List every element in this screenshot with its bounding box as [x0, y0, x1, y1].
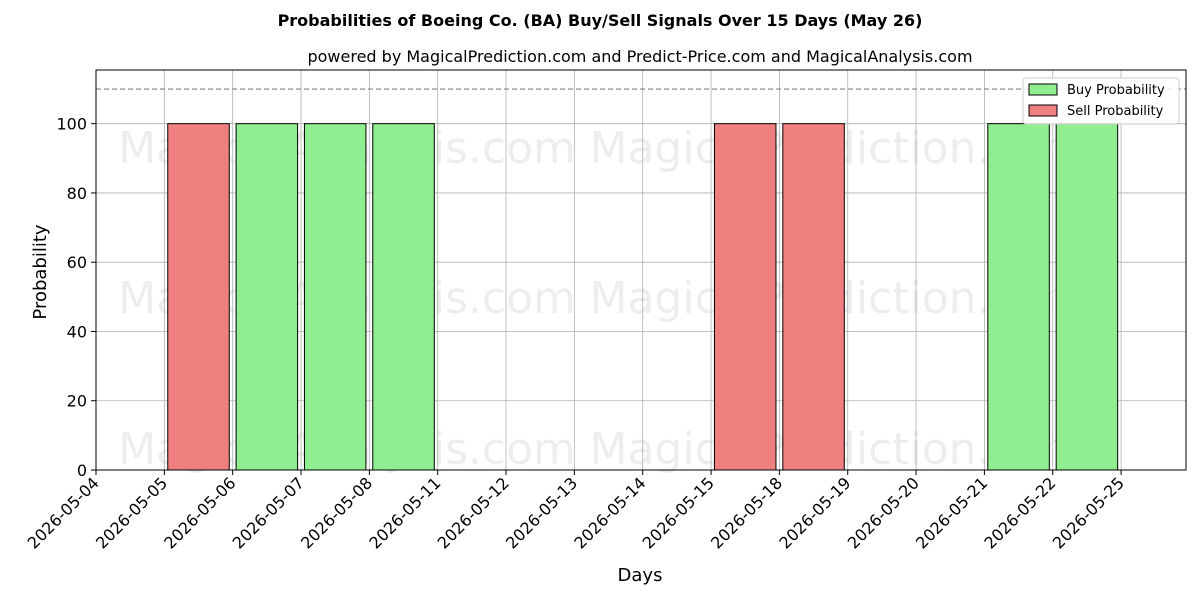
legend-swatch — [1028, 104, 1058, 117]
x-tick-label: 2026-05-22 — [980, 473, 1059, 552]
legend-box — [1022, 77, 1180, 125]
x-tick-label: 2026-05-21 — [912, 473, 991, 552]
buy-bar — [303, 123, 367, 471]
x-tick-label: 2026-05-18 — [707, 473, 786, 552]
buy-bar — [1055, 123, 1119, 471]
x-tick-label: 2026-05-19 — [775, 473, 854, 552]
x-tick-label: 2026-05-20 — [844, 473, 923, 552]
x-axis: 2026-05-042026-05-052026-05-062026-05-07… — [24, 470, 1128, 553]
y-axis-label: Probability — [30, 224, 51, 319]
x-tick-label: 2026-05-05 — [92, 473, 171, 552]
x-tick-label: 2026-05-14 — [570, 473, 649, 552]
x-tick-label: 2026-05-04 — [24, 473, 103, 552]
sell-bar — [167, 123, 230, 471]
buy-bar — [235, 123, 299, 471]
legend-swatch — [1028, 83, 1058, 96]
plot-frame — [95, 69, 1187, 471]
x-axis-label: Days — [618, 565, 663, 586]
y-tick-label: 60 — [67, 253, 87, 272]
legend: Buy Probability Sell Probability — [1022, 77, 1180, 125]
y-tick-label: 40 — [67, 322, 87, 341]
chart-subtitle: powered by MagicalPrediction.com and Pre… — [307, 47, 972, 66]
sell-bar — [782, 123, 845, 471]
y-tick-label: 100 — [56, 115, 87, 134]
x-tick-label: 2026-05-11 — [365, 473, 444, 552]
legend-label: Buy Probability — [1067, 83, 1165, 98]
chart-title: Probabilities of Boeing Co. (BA) Buy/Sel… — [278, 11, 923, 30]
y-tick-label: 0 — [77, 461, 87, 480]
y-axis: 0 20 40 60 80 100 — [56, 115, 96, 480]
x-tick-label: 2026-05-12 — [434, 473, 513, 552]
sell-bar — [713, 123, 777, 471]
x-tick-label: 2026-05-06 — [160, 473, 239, 552]
x-tick-label: 2026-05-15 — [639, 473, 718, 552]
y-tick-label: 20 — [67, 392, 87, 411]
buy-bar — [372, 123, 435, 471]
x-tick-label: 2026-05-08 — [297, 473, 376, 552]
x-tick-label: 2026-05-07 — [229, 473, 308, 552]
x-tick-label: 2026-05-25 — [1049, 473, 1128, 552]
y-tick-label: 80 — [67, 184, 87, 203]
buy-bar — [987, 123, 1050, 471]
x-tick-label: 2026-05-13 — [502, 473, 581, 552]
legend-label: Sell Probability — [1067, 104, 1164, 119]
